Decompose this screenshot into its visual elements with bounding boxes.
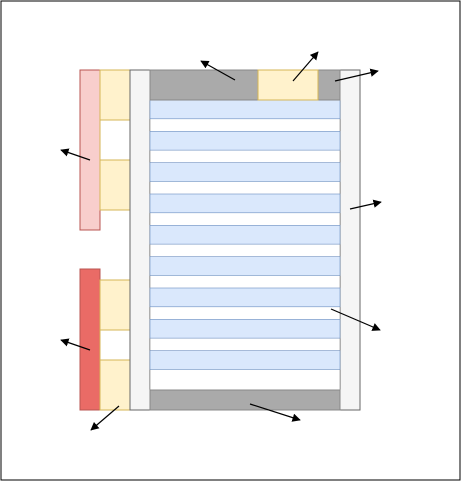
yellow-cell-3: [99, 279, 131, 331]
pink-side-block: [79, 69, 101, 231]
arrow-bottom: [249, 403, 301, 422]
arrow-left-lower: [60, 338, 91, 351]
arrow-top-right: [334, 68, 379, 82]
blue-stripe-9: [149, 350, 341, 370]
right-gray-column: [339, 69, 361, 411]
blue-stripe-3: [149, 162, 341, 182]
arrow-right-lower: [330, 308, 381, 331]
yellow-cell-4: [99, 359, 131, 411]
arrow-top-left: [200, 60, 236, 81]
red-side-block: [79, 268, 101, 411]
top-yellow-cell: [257, 69, 319, 101]
arrow-bottom-left: [90, 405, 120, 431]
left-gray-column: [129, 69, 151, 411]
blue-stripe-6: [149, 256, 341, 276]
arrow-top-middle: [292, 51, 319, 82]
arrow-right-upper: [349, 199, 382, 210]
white-gap-2: [99, 329, 131, 361]
blue-stripe-4: [149, 193, 341, 214]
blue-stripe-1: [149, 99, 341, 120]
white-gap-1: [99, 119, 131, 161]
blue-stripe-8: [149, 319, 341, 339]
blue-stripes-group: [149, 99, 341, 370]
blue-stripe-5: [149, 225, 341, 245]
arrow-left-upper: [60, 148, 91, 161]
yellow-cell-2: [99, 159, 131, 211]
bottom-gray-bar: [149, 389, 341, 411]
yellow-cell-1: [99, 69, 131, 121]
blue-stripe-7: [149, 287, 341, 308]
blue-stripe-2: [149, 131, 341, 151]
